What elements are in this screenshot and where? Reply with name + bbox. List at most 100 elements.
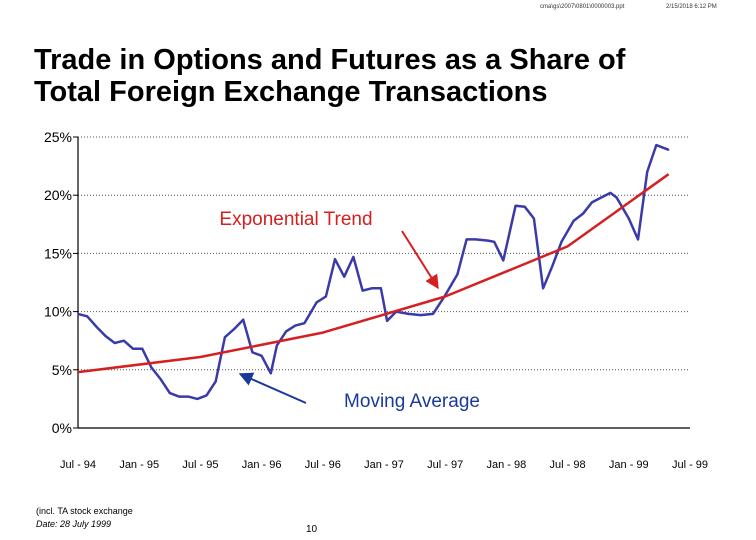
moving-average-point-49 (542, 287, 544, 290)
moving-average-point-36 (407, 313, 410, 315)
moving-average-point-22 (276, 344, 278, 347)
moving-average-point-42 (474, 238, 477, 241)
moving-average-point-7 (141, 347, 144, 350)
page-number: 10 (306, 524, 318, 535)
x-tick-label-5: Jan - 97 (364, 459, 404, 471)
x-tick-label-3: Jan - 96 (242, 459, 282, 471)
file-path-header: cma\gs\2007\0801\0000003.ppt (540, 4, 625, 10)
x-tick-label-9: Jan - 99 (609, 459, 649, 471)
moving-average-point-9 (159, 378, 162, 380)
moving-average-point-32 (370, 287, 373, 290)
x-tick-label-8: Jul - 98 (550, 459, 586, 471)
moving-average-point-46 (514, 204, 517, 207)
moving-average-point-26 (315, 301, 318, 304)
x-tick-label-10: Jul - 99 (672, 459, 708, 471)
x-tick-label-2: Jul - 95 (182, 459, 218, 471)
moving-average-point-30 (352, 256, 355, 258)
y-tick-label-3: 15% (44, 245, 72, 261)
moving-average-point-13 (196, 398, 199, 400)
y-tick-label-1: 5% (52, 362, 72, 378)
moving-average-point-55 (600, 196, 603, 199)
moving-average-point-31 (361, 289, 364, 292)
datetime-header: 2/15/2018 6:12 PM (666, 4, 717, 10)
moving-average-point-3 (104, 335, 107, 337)
moving-average-point-47 (523, 205, 526, 208)
date-note: Date: 28 July 1999 (36, 519, 112, 529)
moving-average-point-38 (432, 313, 434, 315)
x-axis-ticks: Jul - 94 Jan - 95 Jul - 95 Jan - 96 Jul - 96… (60, 459, 708, 471)
moving-average-annotation-arrow (238, 372, 307, 404)
moving-average-point-14 (205, 394, 208, 397)
y-tick-label-2: 10% (44, 304, 72, 320)
x-tick-label-4: Jul - 96 (305, 459, 341, 471)
moving-average-point-59 (637, 238, 639, 241)
x-tick-label-7: Jan - 98 (487, 459, 527, 471)
moving-average-point-18 (242, 318, 245, 321)
moving-average-point-61 (655, 144, 658, 147)
moving-average-point-24 (294, 324, 297, 327)
chart-title: Trade in Options and Futures as a Share … (34, 44, 734, 108)
moving-average-point-25 (303, 322, 306, 325)
moving-average-point-16 (224, 336, 226, 339)
moving-average-point-57 (615, 196, 618, 199)
y-tick-label-4: 20% (44, 187, 72, 203)
moving-average-point-2 (95, 325, 98, 328)
moving-average-point-17 (233, 328, 236, 330)
moving-average-point-54 (591, 201, 593, 204)
title-line-2: Total Foreign Exchange Transactions (34, 76, 548, 108)
moving-average-point-23 (285, 330, 287, 333)
trend-annotation-label: Exponential Trend (219, 209, 372, 230)
title-line-1: Trade in Options and Futures as a Share … (34, 44, 626, 76)
moving-average-point-5 (123, 339, 125, 342)
moving-average-point-20 (260, 354, 263, 357)
moving-average-point-43 (487, 239, 489, 242)
moving-average-point-44 (493, 240, 496, 243)
moving-average-point-48 (533, 217, 535, 220)
moving-average-point-27 (325, 295, 327, 298)
moving-average-line-group (77, 143, 670, 401)
trend-annotation-arrow (401, 230, 439, 290)
exponential-trend-line-group (77, 173, 670, 374)
y-axis-ticks: 0% 5% 10% 15% 20% 25% (44, 129, 78, 436)
y-tick-label-5: 25% (44, 129, 72, 145)
moving-average-point-60 (646, 171, 649, 173)
moving-average-point-53 (582, 212, 584, 215)
x-tick-label-0: Jul - 94 (60, 459, 96, 471)
moving-average-point-29 (343, 275, 346, 278)
moving-average-point-58 (627, 217, 630, 220)
moving-average-point-41 (465, 238, 468, 241)
moving-average-point-45 (502, 259, 505, 262)
moving-average-point-8 (150, 366, 153, 369)
moving-average-point-34 (386, 320, 388, 322)
y-tick-label-0: 0% (52, 420, 72, 436)
grid-lines (78, 136, 690, 371)
footnote: (incl. TA stock exchange (36, 506, 133, 516)
moving-average-point-10 (168, 392, 171, 394)
moving-average-point-21 (269, 372, 272, 375)
moving-average-point-51 (560, 240, 563, 243)
moving-average-point-12 (187, 395, 190, 398)
moving-average-point-11 (178, 395, 180, 398)
series-layer (77, 143, 670, 401)
moving-average-point-1 (86, 315, 89, 318)
moving-average-point-50 (551, 265, 554, 268)
x-tick-label-6: Jul - 97 (427, 459, 463, 471)
axes (77, 137, 690, 429)
moving-average-point-15 (214, 380, 217, 383)
moving-average-point-33 (380, 287, 382, 290)
moving-average-point-4 (113, 342, 116, 344)
moving-average-point-52 (572, 219, 575, 222)
moving-average-point-6 (132, 347, 135, 350)
moving-average-annotation-label: Moving Average (344, 391, 480, 412)
moving-average-point-19 (251, 351, 254, 354)
x-tick-label-1: Jan - 95 (119, 459, 159, 471)
moving-average-point-56 (609, 192, 612, 194)
moving-average-point-40 (456, 273, 459, 276)
annotations: Exponential Trend Moving Average (219, 209, 480, 412)
exponential-trend-line (77, 173, 670, 374)
moving-average-point-28 (334, 258, 336, 261)
moving-average-point-37 (419, 314, 422, 316)
moving-average-point-62 (667, 148, 670, 151)
moving-average-point-0 (77, 313, 79, 315)
